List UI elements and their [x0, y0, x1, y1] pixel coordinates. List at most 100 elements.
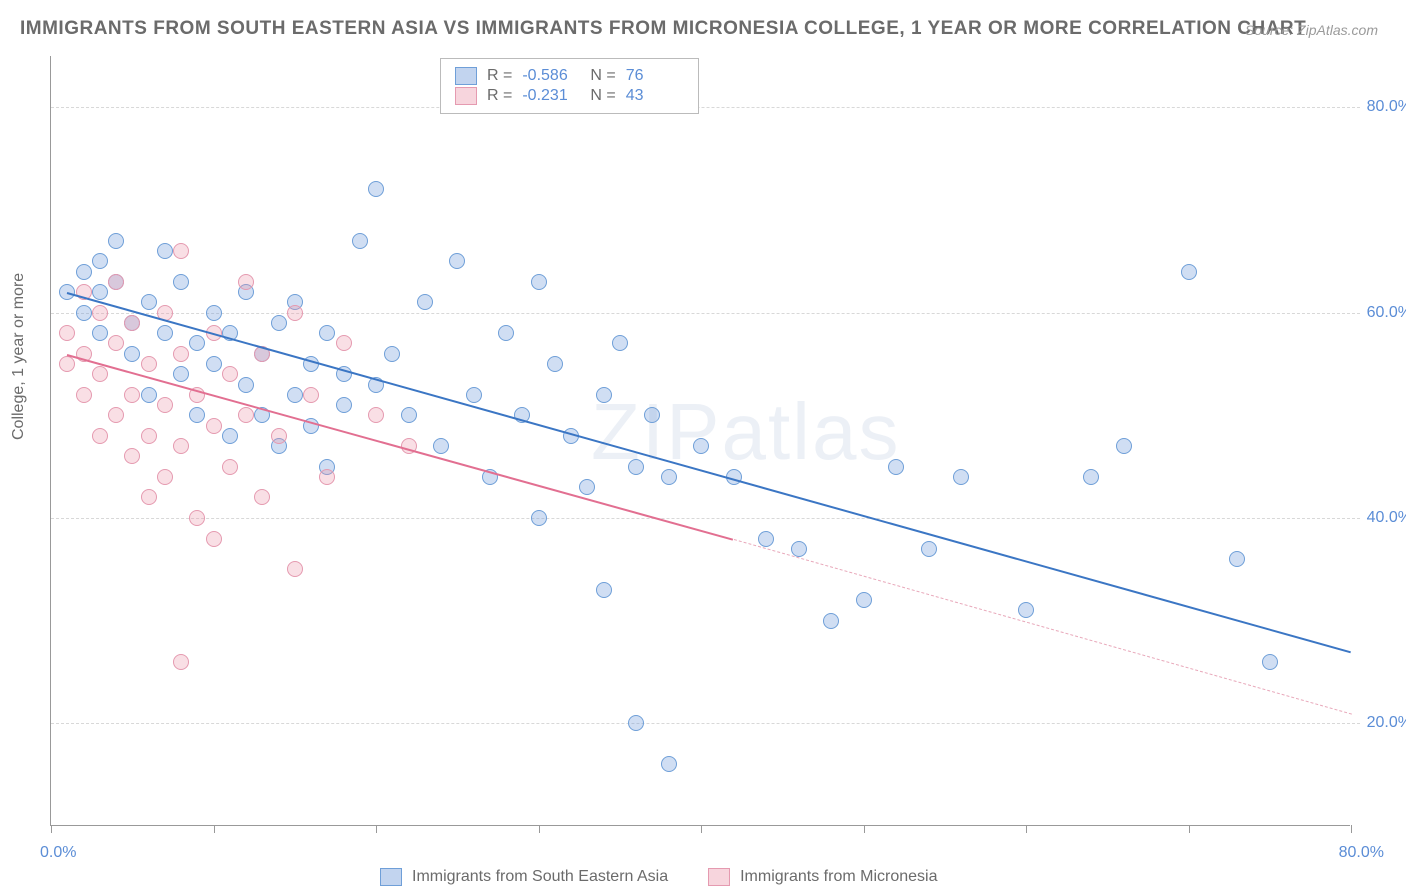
data-point	[1262, 654, 1278, 670]
r-value-series-2: -0.231	[522, 87, 580, 105]
data-point	[206, 356, 222, 372]
data-point	[579, 479, 595, 495]
data-point	[141, 294, 157, 310]
data-point	[498, 325, 514, 341]
data-point	[319, 469, 335, 485]
data-point	[401, 407, 417, 423]
data-point	[449, 253, 465, 269]
gridline	[51, 107, 1360, 108]
data-point	[206, 418, 222, 434]
data-point	[758, 531, 774, 547]
series-legend: Immigrants from South Eastern Asia Immig…	[380, 868, 937, 886]
data-point	[693, 438, 709, 454]
y-tick-label: 60.0%	[1367, 304, 1406, 322]
data-point	[238, 274, 254, 290]
data-point	[352, 233, 368, 249]
data-point	[1229, 551, 1245, 567]
data-point	[206, 531, 222, 547]
x-tick	[701, 825, 702, 833]
data-point	[108, 335, 124, 351]
data-point	[157, 469, 173, 485]
data-point	[1083, 469, 1099, 485]
source-attribution: Source: ZipAtlas.com	[1245, 22, 1378, 38]
data-point	[238, 377, 254, 393]
r-label: R =	[487, 87, 512, 105]
data-point	[417, 294, 433, 310]
data-point	[254, 489, 270, 505]
data-point	[92, 305, 108, 321]
data-point	[433, 438, 449, 454]
y-tick-label: 40.0%	[1367, 509, 1406, 527]
swatch-series-2	[455, 87, 477, 105]
x-tick	[1189, 825, 1190, 833]
data-point	[596, 387, 612, 403]
r-label: R =	[487, 67, 512, 85]
data-point	[92, 428, 108, 444]
data-point	[336, 335, 352, 351]
x-axis-max-label: 80.0%	[1339, 844, 1384, 862]
data-point	[141, 356, 157, 372]
data-point	[189, 407, 205, 423]
data-point	[856, 592, 872, 608]
series-1-name: Immigrants from South Eastern Asia	[412, 868, 668, 886]
trend-line	[67, 292, 1351, 653]
data-point	[368, 407, 384, 423]
series-2-name: Immigrants from Micronesia	[740, 868, 937, 886]
legend-item-series-2: Immigrants from Micronesia	[708, 868, 937, 886]
data-point	[661, 469, 677, 485]
data-point	[238, 407, 254, 423]
data-point	[108, 407, 124, 423]
n-value-series-1: 76	[626, 67, 684, 85]
data-point	[92, 284, 108, 300]
data-point	[173, 654, 189, 670]
data-point	[644, 407, 660, 423]
gridline	[51, 313, 1360, 314]
data-point	[157, 243, 173, 259]
data-point	[92, 253, 108, 269]
data-point	[124, 448, 140, 464]
data-point	[76, 387, 92, 403]
data-point	[596, 582, 612, 598]
data-point	[384, 346, 400, 362]
data-point	[59, 356, 75, 372]
data-point	[173, 274, 189, 290]
data-point	[628, 715, 644, 731]
data-point	[222, 366, 238, 382]
data-point	[336, 397, 352, 413]
data-point	[124, 346, 140, 362]
chart-title: IMMIGRANTS FROM SOUTH EASTERN ASIA VS IM…	[20, 18, 1306, 40]
x-tick	[539, 825, 540, 833]
data-point	[791, 541, 807, 557]
data-point	[661, 756, 677, 772]
plot-area: ZIPatlas 20.0%40.0%60.0%80.0%	[50, 56, 1350, 826]
legend-row-series-1: R = -0.586 N = 76	[455, 67, 684, 85]
data-point	[287, 561, 303, 577]
data-point	[1018, 602, 1034, 618]
data-point	[173, 346, 189, 362]
data-point	[108, 274, 124, 290]
data-point	[92, 366, 108, 382]
x-tick	[376, 825, 377, 833]
data-point	[547, 356, 563, 372]
data-point	[823, 613, 839, 629]
y-axis-label: College, 1 year or more	[10, 273, 28, 440]
data-point	[189, 510, 205, 526]
n-value-series-2: 43	[626, 87, 684, 105]
n-label: N =	[590, 67, 615, 85]
swatch-series-1	[380, 868, 402, 886]
x-tick	[214, 825, 215, 833]
data-point	[141, 428, 157, 444]
data-point	[108, 233, 124, 249]
x-tick	[1351, 825, 1352, 833]
data-point	[612, 335, 628, 351]
data-point	[124, 387, 140, 403]
y-tick-label: 80.0%	[1367, 98, 1406, 116]
data-point	[92, 325, 108, 341]
x-tick	[1026, 825, 1027, 833]
data-point	[141, 489, 157, 505]
data-point	[173, 243, 189, 259]
data-point	[287, 387, 303, 403]
data-point	[59, 325, 75, 341]
data-point	[628, 459, 644, 475]
data-point	[319, 325, 335, 341]
